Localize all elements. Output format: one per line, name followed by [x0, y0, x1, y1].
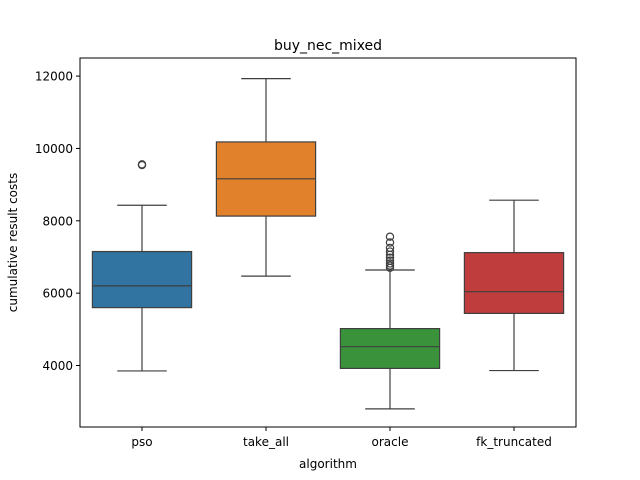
outlier-point [385, 253, 395, 262]
x-tick-label-fk_truncated: fk_truncated [476, 435, 552, 449]
y-tick-label: 6000 [42, 287, 73, 301]
outlier-point [137, 160, 147, 169]
x-tick-label-pso: pso [131, 435, 152, 449]
box-oracle [339, 328, 441, 369]
y-axis-label: cumulative result costs [6, 173, 20, 312]
outlier-point [385, 232, 395, 241]
outlier-point [385, 243, 395, 253]
box-group-fk_truncated [463, 199, 565, 372]
box-group-oracle [339, 232, 441, 410]
plot-frame [79, 57, 577, 428]
box-group-take_all [215, 78, 317, 277]
outlier-point [385, 261, 395, 270]
box-pso [91, 250, 193, 309]
outlier-point [385, 247, 395, 256]
outlier-point [385, 238, 395, 247]
y-tick-label: 10000 [35, 142, 73, 156]
outlier-point [385, 259, 395, 268]
box-fk_truncated [463, 252, 565, 315]
x-tick-label-take_all: take_all [243, 435, 289, 449]
y-tick-label: 4000 [42, 359, 73, 373]
box-group-pso [91, 160, 193, 372]
x-axis-label: algorithm [299, 457, 357, 471]
outlier-point [385, 256, 395, 265]
x-tick-label-oracle: oracle [372, 435, 409, 449]
y-tick-label: 8000 [42, 214, 73, 228]
chart-title: buy_nec_mixed [274, 38, 382, 54]
y-tick-label: 12000 [35, 70, 73, 84]
